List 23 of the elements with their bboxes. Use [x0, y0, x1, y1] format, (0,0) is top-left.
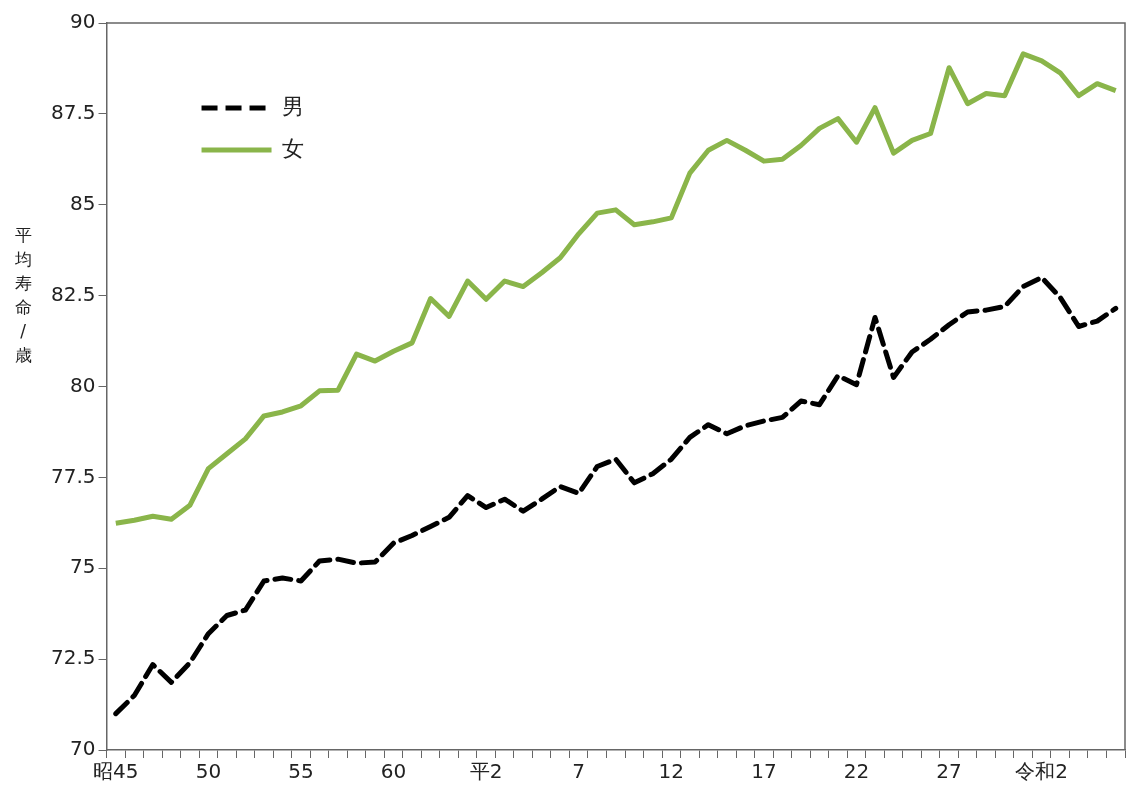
x-tick-label: 昭45: [93, 759, 139, 784]
y-tick-label: 77.5: [51, 463, 96, 488]
x-tick-label: 17: [751, 759, 777, 784]
y-tick-label: 72.5: [51, 645, 96, 670]
x-tick-label: 50: [195, 759, 222, 784]
x-tick-label: 55: [288, 759, 314, 784]
y-tick-label: 80: [70, 372, 96, 397]
y-tick-label: 75: [70, 554, 96, 579]
x-tick-label: 22: [843, 759, 870, 784]
legend-label: 女: [281, 135, 304, 161]
legend-label: 男: [281, 93, 304, 119]
x-tick-label: 27: [936, 759, 962, 784]
x-tick-label: 令和2: [1015, 759, 1069, 784]
y-tick-label: 90: [70, 9, 96, 34]
x-tick-label: 12: [658, 759, 685, 784]
y-tick-label: 87.5: [51, 100, 96, 125]
y-tick-label: 82.5: [51, 281, 96, 306]
y-tick-label: 70: [70, 736, 96, 761]
x-tick-label: 7: [572, 759, 586, 784]
y-tick-label: 85: [70, 190, 96, 215]
y-axis-title: 平均寿命/歳: [13, 224, 33, 367]
x-tick-label: 60: [380, 759, 407, 784]
x-tick-label: 平2: [469, 759, 503, 784]
